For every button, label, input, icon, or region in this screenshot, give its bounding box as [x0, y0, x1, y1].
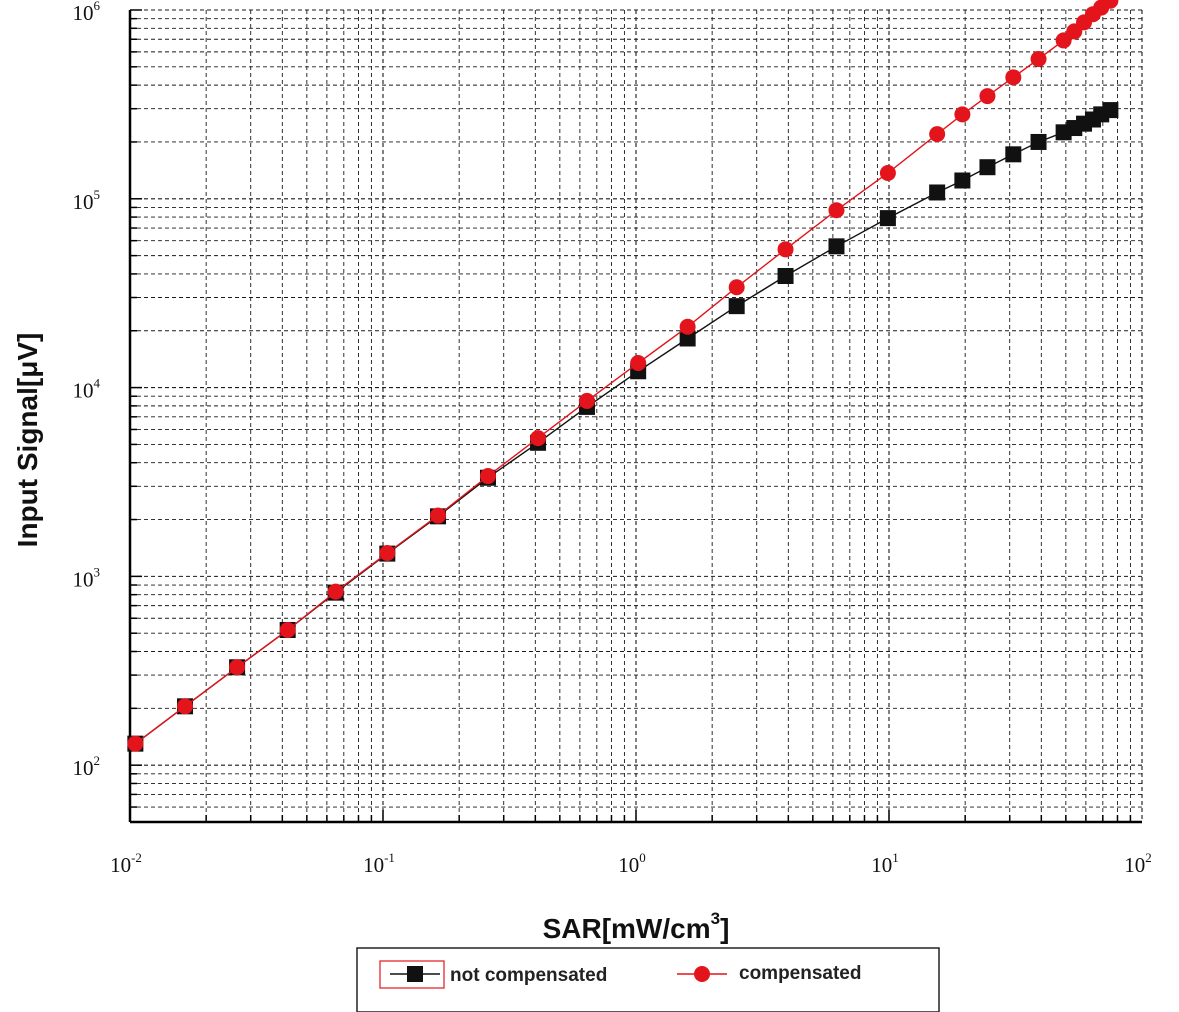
legend-label-compensated: compensated	[739, 963, 861, 984]
x-tick-label: 102	[1124, 850, 1152, 877]
y-tick-label: 105	[73, 187, 101, 214]
legend-item-compensated: compensated	[677, 963, 861, 984]
legend-frame	[356, 947, 940, 1012]
x-tick-label: 101	[871, 850, 899, 877]
x-tick-labels: 10-2 10-1 100 101 102	[110, 850, 1152, 877]
legend-highlight-box	[379, 960, 445, 989]
legend-item-not-compensated: not compensated	[379, 960, 607, 989]
data-point-compensated	[777, 241, 794, 258]
x-tick-label: 100	[618, 850, 646, 877]
data-point-compensated	[1030, 51, 1047, 68]
data-point-not-compensated	[1030, 133, 1047, 150]
data-point-not-compensated	[679, 330, 696, 347]
data-point-compensated	[379, 544, 396, 561]
legend-label-not-compensated: not compensated	[450, 965, 607, 986]
data-point-compensated	[279, 621, 296, 638]
legend-marker-compensated	[694, 966, 710, 982]
data-point-compensated	[578, 392, 595, 409]
data-point-not-compensated	[828, 238, 845, 255]
data-point-compensated	[929, 126, 946, 143]
x-tick-label: 10-2	[110, 850, 142, 877]
y-tick-label: 102	[73, 753, 101, 780]
grid	[130, 9, 1143, 823]
series-compensated	[127, 0, 1119, 752]
data-point-not-compensated	[929, 184, 946, 201]
legend-marker-not-compensated	[407, 966, 423, 982]
data-point-compensated	[327, 583, 344, 600]
x-tick-label: 10-1	[363, 850, 395, 877]
data-point-not-compensated	[777, 267, 794, 284]
data-point-compensated	[430, 507, 447, 524]
y-tick-labels: 102 103 104 105 106	[73, 0, 101, 780]
y-tick-label: 104	[73, 376, 101, 403]
y-tick-label: 103	[73, 564, 101, 591]
data-point-not-compensated	[1102, 102, 1119, 119]
data-point-compensated	[679, 318, 696, 335]
data-point-not-compensated	[879, 210, 896, 227]
series-layer	[127, 0, 1119, 752]
legend: not compensated compensated	[356, 947, 940, 1012]
data-point-not-compensated	[979, 159, 996, 176]
data-point-compensated	[1005, 69, 1022, 86]
data-point-compensated	[954, 106, 971, 123]
data-point-compensated	[630, 354, 647, 371]
data-point-compensated	[229, 659, 246, 676]
y-axis-title: Input Signal[μV]	[12, 333, 43, 548]
data-point-compensated	[530, 430, 547, 447]
data-point-compensated	[979, 88, 996, 105]
data-point-compensated	[728, 279, 745, 296]
data-point-compensated	[177, 698, 194, 715]
data-point-not-compensated	[1005, 146, 1022, 163]
data-point-compensated	[828, 202, 845, 219]
y-tick-label: 106	[73, 0, 101, 25]
data-point-not-compensated	[728, 298, 745, 315]
data-point-compensated	[479, 468, 496, 485]
data-point-not-compensated	[954, 172, 971, 189]
x-axis-title-sup: 3	[711, 909, 720, 928]
data-point-compensated	[879, 164, 896, 181]
data-point-compensated	[1102, 0, 1119, 9]
data-point-compensated	[1055, 32, 1072, 49]
x-axis-title: SAR[mW/cm3]	[543, 909, 730, 944]
data-point-compensated	[127, 735, 144, 752]
